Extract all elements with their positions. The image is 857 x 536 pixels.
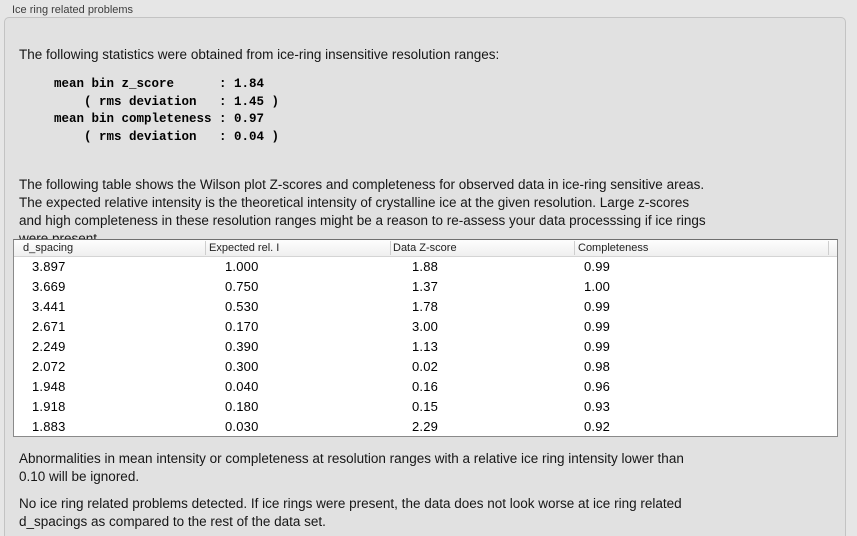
table-cell-expected-rel: 0.300 [225, 359, 259, 374]
table-cell-completeness: 0.93 [584, 399, 611, 414]
table-cell-expected-rel: 0.180 [225, 399, 259, 414]
column-header-d-spacing[interactable]: d_spacing [23, 242, 74, 254]
table-cell-d-spacing: 2.249 [32, 339, 66, 354]
ice-ring-table[interactable]: d_spacing Expected rel. I Data Z-score C… [13, 239, 838, 437]
table-cell-z-score: 1.88 [412, 259, 439, 274]
table-cell-expected-rel: 0.030 [225, 419, 259, 434]
table-cell-completeness: 0.99 [584, 319, 611, 334]
table-cell-d-spacing: 1.948 [32, 379, 66, 394]
table-row[interactable]: 1.948 0.040 0.16 0.96 [14, 377, 837, 397]
note-text: Abnormalities in mean intensity or compl… [19, 451, 684, 484]
table-header: d_spacing Expected rel. I Data Z-score C… [14, 240, 837, 257]
table-cell-d-spacing: 2.072 [32, 359, 66, 374]
table-cell-expected-rel: 0.530 [225, 299, 259, 314]
table-cell-z-score: 3.00 [412, 319, 439, 334]
table-cell-d-spacing: 2.671 [32, 319, 66, 334]
table-cell-z-score: 0.16 [412, 379, 439, 394]
column-header-completeness[interactable]: Completeness [578, 242, 649, 254]
table-cell-completeness: 1.00 [584, 279, 611, 294]
table-cell-z-score: 2.29 [412, 419, 439, 434]
table-cell-z-score: 1.13 [412, 339, 439, 354]
table-cell-z-score: 1.78 [412, 299, 439, 314]
table-body: 3.897 1.000 1.88 0.99 3.669 0.750 1.37 1… [14, 257, 837, 437]
table-row[interactable]: 3.897 1.000 1.88 0.99 [14, 257, 837, 277]
table-cell-d-spacing: 3.441 [32, 299, 66, 314]
column-divider [390, 241, 391, 255]
ice-ring-group-box: The following statistics were obtained f… [4, 17, 846, 536]
intro-text: The following statistics were obtained f… [19, 47, 500, 62]
table-cell-z-score: 1.37 [412, 279, 439, 294]
column-header-data-z-score[interactable]: Data Z-score [393, 242, 457, 254]
table-cell-expected-rel: 0.170 [225, 319, 259, 334]
description-text: The following table shows the Wilson plo… [19, 177, 706, 246]
table-cell-completeness: 0.98 [584, 359, 611, 374]
table-cell-d-spacing: 1.918 [32, 399, 66, 414]
table-cell-completeness: 0.99 [584, 299, 611, 314]
table-cell-expected-rel: 1.000 [225, 259, 259, 274]
conclusion-text: No ice ring related problems detected. I… [19, 496, 682, 529]
table-row[interactable]: 2.072 0.300 0.02 0.98 [14, 357, 837, 377]
stats-block: mean bin z_score : 1.84 ( rms deviation … [54, 77, 280, 145]
table-row[interactable]: 2.249 0.390 1.13 0.99 [14, 337, 837, 357]
table-cell-completeness: 0.92 [584, 419, 611, 434]
table-cell-completeness: 0.99 [584, 259, 611, 274]
table-row[interactable]: 1.918 0.180 0.15 0.93 [14, 397, 837, 417]
table-cell-d-spacing: 1.883 [32, 419, 66, 434]
table-cell-d-spacing: 3.897 [32, 259, 66, 274]
table-cell-z-score: 0.15 [412, 399, 439, 414]
table-cell-z-score: 0.02 [412, 359, 439, 374]
page-title: Ice ring related problems [12, 4, 134, 16]
table-cell-d-spacing: 3.669 [32, 279, 66, 294]
table-cell-completeness: 0.99 [584, 339, 611, 354]
column-divider [574, 241, 575, 255]
column-header-expected-rel-i[interactable]: Expected rel. I [209, 242, 280, 254]
table-row[interactable]: 2.671 0.170 3.00 0.99 [14, 317, 837, 337]
column-divider [205, 241, 206, 255]
table-cell-expected-rel: 0.390 [225, 339, 259, 354]
table-row[interactable]: 1.883 0.030 2.29 0.92 [14, 417, 837, 437]
table-cell-expected-rel: 0.040 [225, 379, 259, 394]
table-row[interactable]: 3.441 0.530 1.78 0.99 [14, 297, 837, 317]
table-cell-expected-rel: 0.750 [225, 279, 259, 294]
table-cell-completeness: 0.96 [584, 379, 611, 394]
column-divider [828, 241, 829, 255]
table-row[interactable]: 3.669 0.750 1.37 1.00 [14, 277, 837, 297]
